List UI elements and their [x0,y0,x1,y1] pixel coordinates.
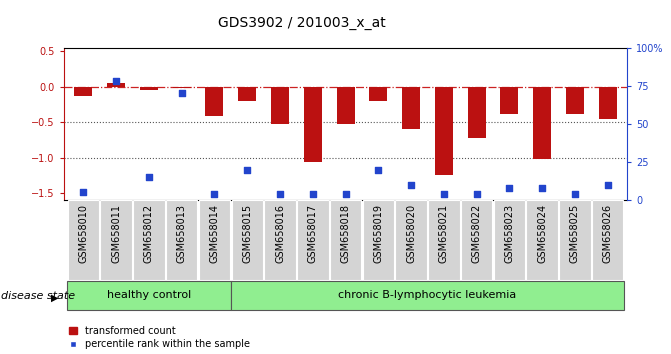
Bar [140,87,158,90]
Bar [172,87,191,88]
Bar [205,87,223,116]
Point [274,191,285,197]
Bar [166,200,197,280]
Bar [231,281,624,310]
Text: GSM658011: GSM658011 [111,204,121,263]
Point [242,167,252,172]
Text: GSM658015: GSM658015 [242,204,252,263]
Bar [337,87,354,124]
Point [439,191,450,197]
Text: GSM658010: GSM658010 [79,204,89,263]
Bar [297,200,329,280]
Text: GSM658018: GSM658018 [341,204,350,263]
Bar [402,87,420,129]
Bar [330,200,361,280]
Bar [559,200,590,280]
Point [570,191,580,197]
Bar [435,87,453,175]
Bar [67,281,231,310]
Text: GSM658012: GSM658012 [144,204,154,263]
Text: ▶: ▶ [51,292,58,302]
Text: GSM658017: GSM658017 [308,204,318,263]
Bar [362,200,394,280]
Bar [264,200,296,280]
Point [406,182,417,188]
Bar [68,200,99,280]
Point [209,191,220,197]
Bar [271,87,289,124]
Bar [592,200,623,280]
Point [603,182,613,188]
Text: GSM658019: GSM658019 [373,204,383,263]
Point [176,91,187,96]
Bar [134,200,164,280]
Point [144,175,154,180]
Point [307,191,318,197]
Bar [395,200,427,280]
Bar [369,87,387,101]
Bar [599,87,617,119]
Bar [533,87,551,159]
Point [78,190,89,195]
Text: GSM658022: GSM658022 [472,204,482,263]
Bar [501,87,519,114]
Text: GSM658023: GSM658023 [505,204,515,263]
Bar [107,83,125,87]
Text: GSM658026: GSM658026 [603,204,613,263]
Point [111,79,121,84]
Point [340,191,351,197]
Text: GSM658013: GSM658013 [176,204,187,263]
Point [373,167,384,172]
Bar [527,200,558,280]
Text: chronic B-lymphocytic leukemia: chronic B-lymphocytic leukemia [338,290,517,300]
Text: GSM658014: GSM658014 [209,204,219,263]
Bar [461,200,493,280]
Bar [566,87,584,114]
Text: GSM658016: GSM658016 [275,204,285,263]
Text: GDS3902 / 201003_x_at: GDS3902 / 201003_x_at [218,16,386,30]
Bar [494,200,525,280]
Text: GSM658024: GSM658024 [537,204,547,263]
Text: healthy control: healthy control [107,290,191,300]
Bar [468,87,486,138]
Bar [101,200,132,280]
Legend: transformed count, percentile rank within the sample: transformed count, percentile rank withi… [68,326,250,349]
Text: disease state: disease state [1,291,75,301]
Point [537,185,548,191]
Bar [428,200,460,280]
Bar [199,200,230,280]
Point [504,185,515,191]
Bar [231,200,263,280]
Bar [238,87,256,101]
Bar [304,87,322,162]
Point [471,191,482,197]
Text: GSM658025: GSM658025 [570,204,580,263]
Text: GSM658021: GSM658021 [439,204,449,263]
Bar [74,87,93,96]
Text: GSM658020: GSM658020 [406,204,416,263]
